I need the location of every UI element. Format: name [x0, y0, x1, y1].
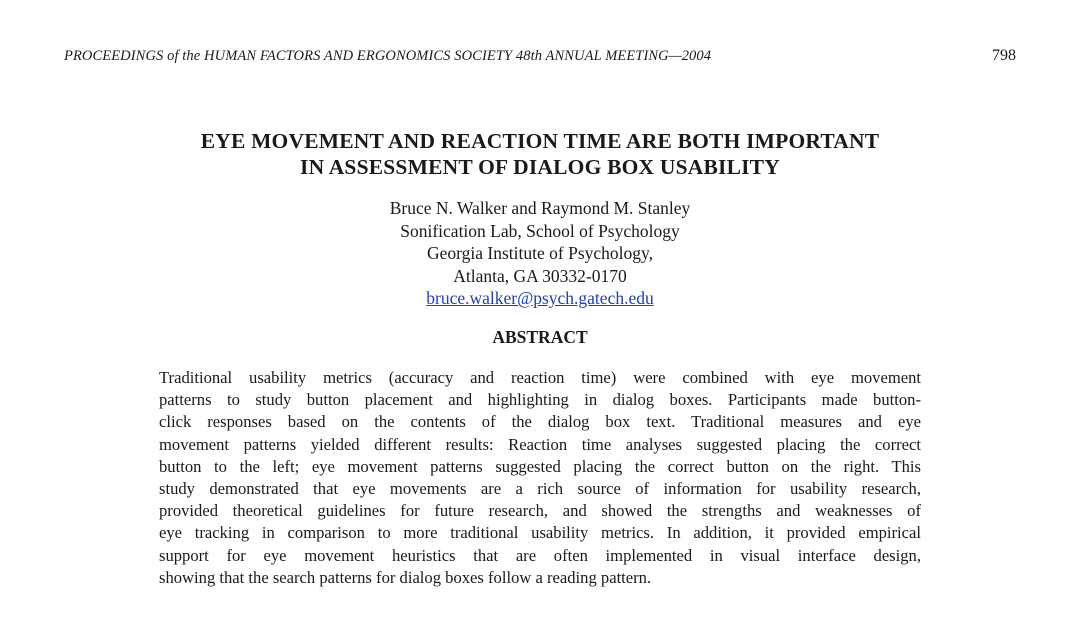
- running-head-rest: HUMAN FACTORS AND ERGONOMICS SOCIETY 48t…: [204, 48, 712, 64]
- page-number: 798: [992, 47, 1016, 64]
- author-email-link[interactable]: bruce.walker@psych.gatech.edu: [426, 288, 654, 308]
- abstract-line: patterns to study button placement and h…: [159, 390, 921, 410]
- author-names: Bruce N. Walker and Raymond M. Stanley: [389, 198, 691, 218]
- author-address: Atlanta, GA 30332-0170: [453, 265, 627, 286]
- abstract-line: provided theoretical guidelines for futu…: [159, 501, 921, 521]
- affiliation-institute: Georgia Institute of Psychology,: [426, 243, 653, 263]
- abstract-line: click responses based on the contents of…: [159, 412, 921, 432]
- paper-title-line-1: EYE MOVEMENT AND REACTION TIME ARE BOTH …: [200, 129, 880, 153]
- author-block: Bruce N. Walker and Raymond M. Stanley S…: [0, 197, 1080, 310]
- running-head-prefix: PROCEEDINGS: [64, 48, 168, 64]
- running-head-of: of the: [167, 48, 205, 64]
- abstract-line: button to the left; eye movement pattern…: [159, 456, 921, 476]
- abstract-line: showing that the search patterns for dia…: [159, 567, 652, 587]
- abstract-line: movement patterns yielded different resu…: [159, 434, 921, 454]
- abstract-line: Traditional usability metrics (accuracy …: [159, 368, 921, 387]
- abstract-line: study demonstrated that eye movements ar…: [159, 479, 921, 499]
- affiliation-lab: Sonification Lab, School of Psychology: [400, 220, 680, 241]
- abstract-body: Traditional usability metrics (accuracy …: [159, 367, 921, 589]
- running-head: PROCEEDINGS of the HUMAN FACTORS AND ERG…: [64, 48, 711, 65]
- abstract-line: eye tracking in comparison to more tradi…: [159, 523, 921, 543]
- abstract-heading: ABSTRACT: [492, 327, 588, 347]
- paper-title-line-2: IN ASSESSMENT OF DIALOG BOX USABILITY: [300, 155, 780, 179]
- abstract-line: support for eye movement heuristics that…: [159, 545, 921, 565]
